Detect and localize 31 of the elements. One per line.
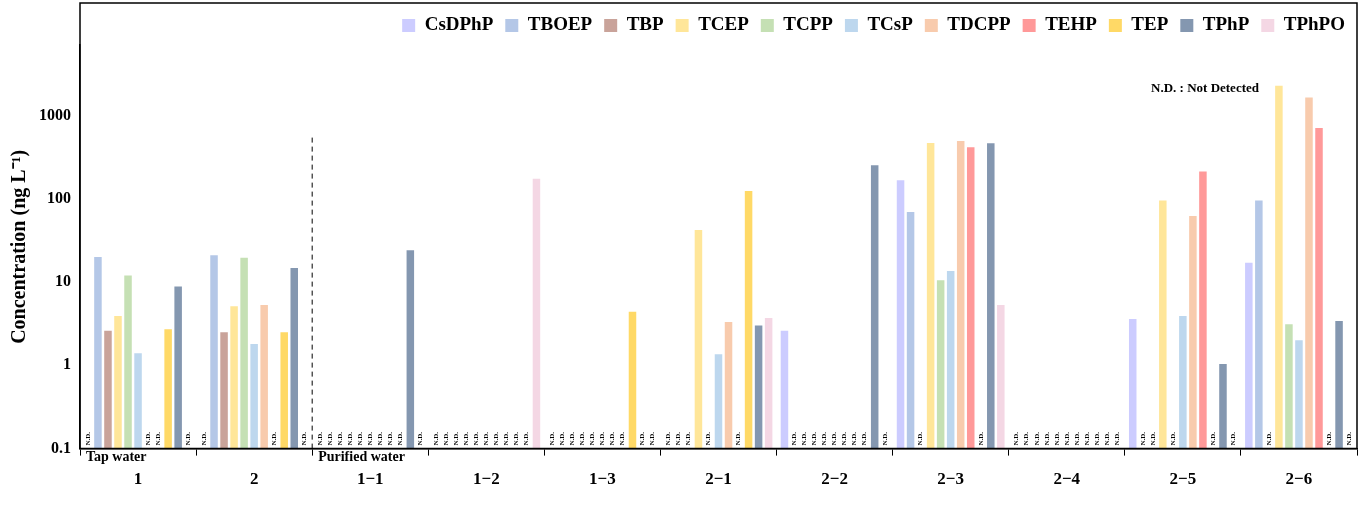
text: Tap water: [86, 449, 147, 465]
x-tick-label: 2−4: [1053, 469, 1081, 489]
legend-label: TCPP: [783, 13, 834, 35]
x-tick-label: 2: [249, 469, 259, 489]
y-tick-label: 1: [63, 355, 71, 373]
legend-label: TDCPP: [947, 13, 1012, 35]
y-tick-label: 1000: [39, 105, 71, 123]
x-tick-label: 2−1: [705, 469, 732, 489]
text: Purified water: [318, 449, 405, 465]
x-tick-label: 2−2: [821, 469, 848, 489]
x-tick-label: 1−2: [472, 469, 500, 489]
x-tick-label: 2−3: [937, 469, 965, 489]
legend-label: TBOEP: [527, 13, 593, 35]
y-tick-label: 0.1: [51, 438, 71, 456]
legend-label: TCsP: [867, 13, 914, 35]
legend-label: TPhPO: [1283, 13, 1345, 35]
legend-label: TEHP: [1045, 13, 1098, 35]
legend-label: TEP: [1131, 13, 1169, 35]
legend-label: CsDPhP: [424, 13, 494, 35]
x-tick-label: 2−5: [1169, 469, 1197, 489]
x-tick-label: 1: [133, 469, 143, 489]
x-tick-label: 2−6: [1285, 469, 1313, 489]
annotation: N.D. : Not Detected: [1151, 80, 1260, 96]
legend-label: TPhP: [1202, 13, 1250, 35]
legend-label: TBP: [626, 13, 665, 35]
y-tick-label: 100: [47, 188, 71, 206]
y-tick-label: 10: [55, 272, 71, 290]
legend-label: TCEP: [698, 13, 750, 35]
y-axis-title: Concentration (ng L⁻¹): [7, 149, 31, 344]
x-tick-label: 1−1: [356, 469, 384, 489]
x-tick-label: 1−3: [589, 469, 616, 489]
